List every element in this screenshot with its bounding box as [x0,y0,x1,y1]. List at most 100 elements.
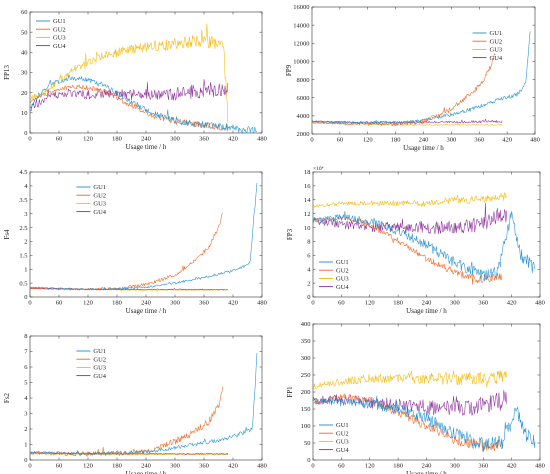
y-tick-label: 350 [301,338,311,345]
y-tick-label: 8 [24,333,27,340]
legend-label-gu4: GU4 [93,209,106,216]
series-group [30,23,257,133]
x-tick-label: 360 [478,300,488,307]
y-tick-label: 0 [24,130,27,137]
series-line-gu3 [30,23,229,123]
y-axis-label: FP3 [286,228,294,240]
x-tick-label: 0 [28,463,31,470]
x-tick-label: 120 [83,463,93,470]
x-tick-label: 480 [535,463,545,470]
series-group [313,370,536,452]
x-tick-label: 120 [365,300,375,307]
y-scale-exponent: ×10⁴ [313,166,324,172]
x-tick-label: 240 [422,463,432,470]
x-tick-label: 0 [28,136,31,143]
y-tick-label: 6 [307,253,311,260]
y-tick-label: 0 [24,294,27,301]
y-tick-label: 16 [304,183,311,190]
x-tick-label: 180 [112,136,122,143]
y-tick-label: 2.5 [19,225,27,232]
series-line-gu3 [313,192,507,208]
plot-frame [29,335,263,461]
legend-label-gu1: GU1 [490,30,503,37]
y-tick-label: 40 [21,50,28,57]
x-tick-label: 480 [257,136,267,143]
legend-label-gu2: GU2 [93,356,106,363]
legend-label-gu1: GU1 [53,18,66,25]
y-tick-label: 300 [301,355,311,362]
x-tick-label: 420 [228,463,238,470]
x-tick-label: 0 [311,463,314,470]
panel-fs4: 0 60 120 180 240 300 360 420 480 0 0.5 1 1.5 2 2.5 3 3.5… [3,169,267,315]
x-tick-label: 60 [56,136,63,143]
y-tick-label: 250 [301,372,311,379]
series-line-gu1 [313,395,536,452]
x-tick-label: 120 [365,463,375,470]
y-tick-label: 5 [24,380,27,387]
y-tick-label: 2 [24,426,27,433]
y-tick-label: 10 [304,225,311,232]
x-tick-label: 240 [419,137,429,144]
x-tick-label: 300 [450,300,460,307]
x-tick-label: 120 [83,300,93,307]
y-axis-label: Fs2 [3,392,11,403]
y-tick-label: 200 [301,389,311,396]
x-tick-label: 120 [83,136,93,143]
series-line-gu4 [313,202,507,235]
plot-frame [29,171,263,298]
y-axis-label: Fs4 [3,229,11,240]
y-tick-label: 1.5 [19,253,27,260]
x-tick-label: 360 [478,463,488,470]
x-axis-label: Usage time / h [406,307,447,315]
panel-fp3: 0 60 120 180 240 300 360 420 480 0 2 4 6 8 10 12 14 16 18 U… [286,166,545,315]
y-tick-label: 0 [24,457,27,464]
y-axis-label: FP13 [3,65,11,80]
y-tick-label: 4.5 [19,169,27,176]
y-tick-label: 4 [307,266,311,273]
legend-label-gu1: GU1 [336,422,349,429]
x-axis-label: Usage time / h [126,307,167,315]
x-tick-label: 60 [56,463,63,470]
legend-label-gu4: GU4 [336,284,349,291]
y-tick-label: 400 [301,321,311,328]
x-tick-label: 360 [199,463,209,470]
y-tick-label: 0 [307,457,310,464]
legend-label-gu3: GU3 [93,365,106,372]
series-line-gu3 [313,370,507,390]
series-line-gu4 [30,452,229,455]
legend-label-gu4: GU4 [93,373,106,380]
series-line-gu1 [312,31,531,125]
x-tick-label: 60 [338,463,345,470]
panel-fp13: 0 60 120 180 240 300 360 420 480 0 10 20 30 40 50 60 Usa… [3,9,267,151]
x-tick-label: 360 [474,137,484,144]
series-line-gu2 [313,215,502,285]
y-tick-label: 150 [301,406,311,413]
x-tick-label: 420 [228,300,238,307]
x-tick-label: 480 [530,137,540,144]
y-tick-label: 20 [21,90,28,97]
x-axis-label: Usage time / h [403,144,444,152]
y-tick-label: 16000 [293,4,309,11]
x-tick-label: 420 [507,463,517,470]
y-tick-label: 12 [304,211,311,218]
x-tick-label: 180 [112,300,122,307]
y-tick-label: 50 [21,29,28,36]
series-line-gu1 [30,182,258,291]
x-tick-label: 0 [28,300,31,307]
series-line-gu2 [312,53,496,127]
series-line-gu2 [313,393,502,452]
x-tick-label: 420 [507,300,517,307]
y-axis-label: FP1 [286,386,294,398]
legend-label-gu1: GU1 [93,348,106,355]
plot-frame [312,171,541,298]
panel-fp1: 0 60 120 180 240 300 360 420 480 0 50 100 150 200 250 3… [286,321,545,474]
y-tick-label: 18 [304,169,311,176]
legend-label-gu4: GU4 [53,43,66,50]
y-tick-label: 3 [24,211,27,218]
x-tick-label: 300 [170,136,180,143]
